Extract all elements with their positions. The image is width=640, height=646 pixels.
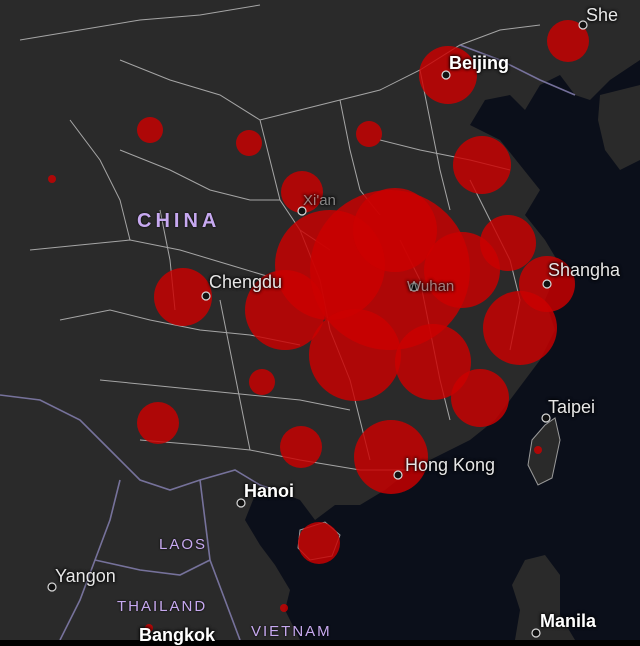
city-label-manila: Manila — [540, 611, 597, 631]
land-korea — [598, 85, 640, 170]
case-bubble-guangxi[interactable] — [280, 426, 322, 468]
city-label-bangkok: Bangkok — [139, 625, 216, 645]
country-borders — [0, 44, 576, 640]
city-label-hanoi: Hanoi — [244, 481, 295, 501]
city-dot-xian — [297, 206, 307, 216]
country-label-thailand: THAILAND — [117, 598, 208, 615]
city-dot-chengdu — [201, 291, 211, 301]
city-dots — [47, 20, 588, 638]
land-taiwan — [527, 417, 561, 486]
country-label-laos: LAOS — [159, 536, 208, 553]
city-label-hong-kong: Hong Kong — [405, 455, 496, 475]
case-bubble-qinghai[interactable] — [48, 175, 56, 183]
case-bubble-anhui[interactable] — [424, 232, 500, 308]
case-bubble-chongqing[interactable] — [245, 270, 325, 350]
city-dot-yangon — [47, 582, 57, 592]
case-bubble-sichuan[interactable] — [154, 268, 212, 326]
city-dot-shanghai — [542, 279, 552, 289]
case-bubble-yunnan[interactable] — [137, 402, 179, 444]
city-dot-shenyang — [578, 20, 588, 30]
case-bubble-jiangxi[interactable] — [395, 324, 471, 400]
city-label-yangon: Yangon — [55, 566, 116, 586]
country-label-vietnam: VIETNAM — [251, 623, 332, 640]
case-bubble-vietnam[interactable] — [280, 604, 288, 612]
case-bubble-jiangsu[interactable] — [480, 215, 536, 271]
case-bubble-shanxi[interactable] — [356, 121, 382, 147]
city-dot-wuhan — [409, 282, 419, 292]
city-dot-manila — [531, 628, 541, 638]
case-bubbles[interactable] — [48, 20, 589, 632]
land-luzon — [512, 555, 575, 640]
case-bubble-fujian[interactable] — [451, 369, 509, 427]
case-bubble-gansu[interactable] — [137, 117, 163, 143]
case-bubble-guangdong[interactable] — [354, 420, 428, 494]
case-bubble-henan[interactable] — [353, 188, 437, 272]
case-bubble-guizhou[interactable] — [249, 369, 275, 395]
case-bubble-thailand[interactable] — [145, 624, 153, 632]
case-bubble-hunan[interactable] — [309, 309, 401, 401]
city-label-xian: Xi'an — [303, 192, 336, 209]
city-label-taipei: Taipei — [548, 397, 596, 417]
country-label-china: CHINA — [137, 210, 221, 232]
city-label-beijing: Beijing — [449, 53, 510, 73]
case-bubble-taiwan[interactable] — [534, 446, 542, 454]
case-bubble-ningxia[interactable] — [236, 130, 262, 156]
city-label-shenyang: She — [586, 5, 619, 25]
city-label-chengdu: Chengdu — [209, 272, 283, 292]
case-bubble-shaanxi[interactable] — [281, 171, 323, 213]
city-dot-taipei — [541, 413, 551, 423]
case-bubble-shandong[interactable] — [453, 136, 511, 194]
case-bubble-hainan[interactable] — [298, 522, 340, 564]
city-label-shanghai: Shangha — [548, 260, 621, 280]
case-bubble-heilongjiang[interactable] — [547, 20, 589, 62]
city-dot-beijing — [441, 70, 451, 80]
city-dot-hong-kong — [393, 470, 403, 480]
city-dot-hanoi — [236, 498, 246, 508]
city-label-wuhan: Wuhan — [407, 278, 455, 295]
